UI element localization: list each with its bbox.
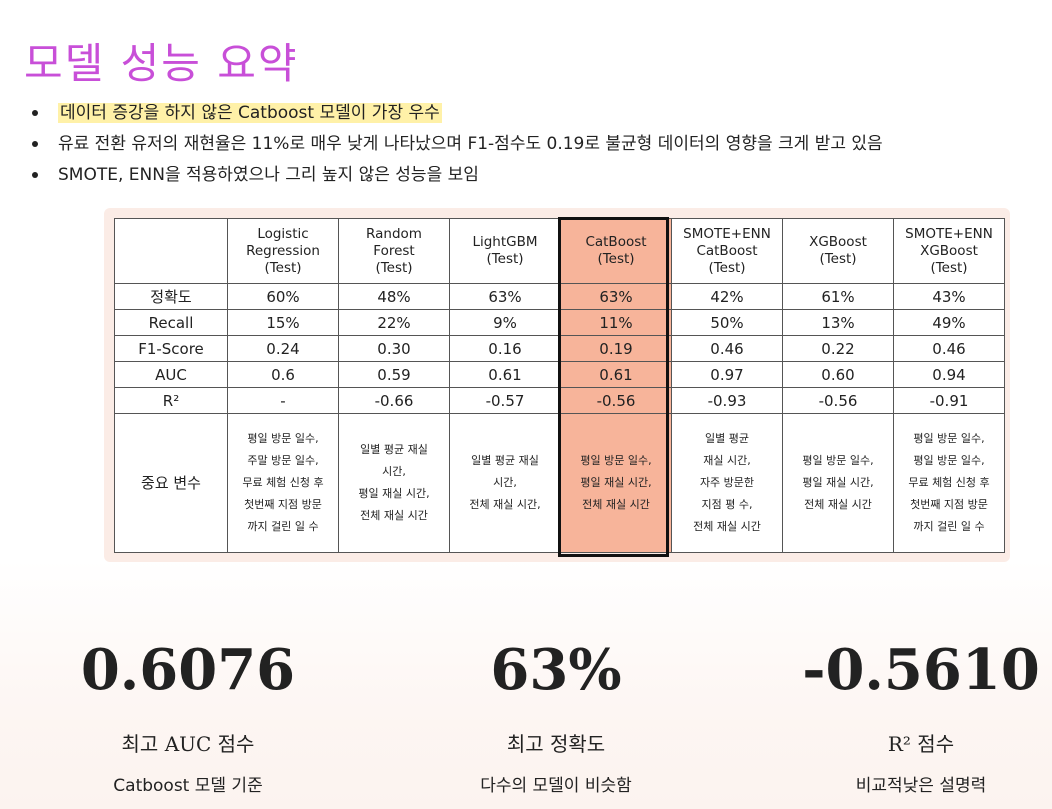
table-cell: 0.16 xyxy=(449,335,561,362)
bullet-item: 데이터 증강을 하지 않은 Catboost 모델이 가장 우수 xyxy=(30,99,883,130)
table-cell: 43% xyxy=(893,283,1005,310)
table-cell: 0.60 xyxy=(782,361,894,388)
table-cell: 9% xyxy=(449,309,561,336)
stat-label: 최고 AUC 점수 xyxy=(121,732,255,756)
table-cell: 63% xyxy=(449,283,561,310)
table-cell: 일별 평균 재실 시간, 자주 방문한 지점 평 수, 전체 재실 시간 xyxy=(671,413,783,553)
table-cell: 49% xyxy=(893,309,1005,336)
stat-card-accuracy: 63% 최고 정확도 다수의 모델이 비슷함 xyxy=(406,630,706,800)
table-cell-catboost: 0.19 xyxy=(560,335,672,362)
table-cell: 일별 평균 재실 시간, 평일 재실 시간, 전체 재실 시간 xyxy=(338,413,450,553)
table-cell: 0.97 xyxy=(671,361,783,388)
table-cell: 0.61 xyxy=(449,361,561,388)
stat-card-auc: 0.6076 최고 AUC 점수 Catboost 모델 기준 xyxy=(38,630,338,800)
table-cell: 0.24 xyxy=(227,335,339,362)
table-cell-catboost: 63% xyxy=(560,283,672,310)
stat-label: R² 점수 xyxy=(887,732,955,756)
table-cell-catboost: -0.56 xyxy=(560,387,672,414)
table-cell: -0.56 xyxy=(782,387,894,414)
table-cell: -0.93 xyxy=(671,387,783,414)
table-row: R² - -0.66 -0.57 -0.56 -0.93 -0.56 -0.91 xyxy=(114,387,1005,414)
table-cell: 15% xyxy=(227,309,339,336)
table-cell: 일별 평균 재실 시간, 전체 재실 시간, xyxy=(449,413,561,553)
stat-subtext: Catboost 모델 기준 xyxy=(113,776,263,796)
table-row: F1-Score 0.24 0.30 0.16 0.19 0.46 0.22 0… xyxy=(114,335,1005,362)
table-cell: 평일 방문 일수, 주말 방문 일수, 무료 체험 신청 후 첫번째 지점 방문… xyxy=(227,413,339,553)
row-label: 정확도 xyxy=(114,283,228,310)
table-cell: 50% xyxy=(671,309,783,336)
table-cell: 0.22 xyxy=(782,335,894,362)
bullet-text: SMOTE, ENN을 적용하였으나 그리 높지 않은 성능을 보임 xyxy=(58,165,479,185)
summary-bullets: 데이터 증강을 하지 않은 Catboost 모델이 가장 우수 유료 전환 유… xyxy=(30,99,883,192)
table-row: Recall 15% 22% 9% 11% 50% 13% 49% xyxy=(114,309,1005,336)
stat-value: 63% xyxy=(490,637,622,703)
table-cell-catboost: 0.61 xyxy=(560,361,672,388)
row-label: Recall xyxy=(114,309,228,336)
stat-card-r2: -0.5610 R² 점수 비교적낮은 설명력 xyxy=(771,630,1052,800)
table-cell: 0.94 xyxy=(893,361,1005,388)
table-cell-catboost: 평일 방문 일수, 평일 재실 시간, 전체 재실 시간 xyxy=(560,413,672,553)
table-cell: -0.91 xyxy=(893,387,1005,414)
table-header-row: Logistic Regression (Test) Random Forest… xyxy=(114,218,1005,284)
corner-cell xyxy=(114,218,228,284)
column-header: Random Forest (Test) xyxy=(338,218,450,284)
background-glow xyxy=(0,560,1052,809)
stat-subtext: 다수의 모델이 비슷함 xyxy=(480,776,632,796)
row-label: F1-Score xyxy=(114,335,228,362)
table-cell: 0.46 xyxy=(671,335,783,362)
column-header: SMOTE+ENN CatBoost (Test) xyxy=(671,218,783,284)
column-header-catboost: CatBoost (Test) xyxy=(560,218,672,284)
stat-label: 최고 정확도 xyxy=(506,732,606,756)
table-cell: 0.30 xyxy=(338,335,450,362)
table-cell: 60% xyxy=(227,283,339,310)
table-cell: 0.6 xyxy=(227,361,339,388)
important-variables-row: 중요 변수 평일 방문 일수, 주말 방문 일수, 무료 체험 신청 후 첫번째… xyxy=(114,413,1005,553)
table-row: AUC 0.6 0.59 0.61 0.61 0.97 0.60 0.94 xyxy=(114,361,1005,388)
table-cell: 61% xyxy=(782,283,894,310)
row-label: R² xyxy=(114,387,228,414)
table-cell: -0.57 xyxy=(449,387,561,414)
table-cell: 48% xyxy=(338,283,450,310)
table-cell: 평일 방문 일수, 평일 방문 일수, 무료 체험 신청 후 첫번째 지점 방문… xyxy=(893,413,1005,553)
performance-table-panel: Logistic Regression (Test) Random Forest… xyxy=(104,208,1010,562)
table-row: 정확도 60% 48% 63% 63% 42% 61% 43% xyxy=(114,283,1005,310)
table-cell: - xyxy=(227,387,339,414)
column-header: XGBoost (Test) xyxy=(782,218,894,284)
page-title: 모델 성능 요약 xyxy=(24,39,299,89)
table-cell: 0.59 xyxy=(338,361,450,388)
column-header: LightGBM (Test) xyxy=(449,218,561,284)
stat-value: 0.6076 xyxy=(80,637,296,703)
bullet-item: SMOTE, ENN을 적용하였으나 그리 높지 않은 성능을 보임 xyxy=(30,161,883,192)
stat-subtext: 비교적낮은 설명력 xyxy=(855,776,987,796)
table-cell: 22% xyxy=(338,309,450,336)
table-cell: -0.66 xyxy=(338,387,450,414)
table-cell: 42% xyxy=(671,283,783,310)
bullet-text: 유료 전환 유저의 재현율은 11%로 매우 낮게 나타났으며 F1-점수도 0… xyxy=(58,134,883,154)
table-cell-catboost: 11% xyxy=(560,309,672,336)
highlighted-bullet-text: 데이터 증강을 하지 않은 Catboost 모델이 가장 우수 xyxy=(58,103,442,123)
performance-table: Logistic Regression (Test) Random Forest… xyxy=(114,218,1005,553)
column-header: Logistic Regression (Test) xyxy=(227,218,339,284)
table-cell: 0.46 xyxy=(893,335,1005,362)
bullet-item: 유료 전환 유저의 재현율은 11%로 매우 낮게 나타났으며 F1-점수도 0… xyxy=(30,130,883,161)
column-header: SMOTE+ENN XGBoost (Test) xyxy=(893,218,1005,284)
row-label: 중요 변수 xyxy=(114,413,228,553)
table-cell: 13% xyxy=(782,309,894,336)
table-cell: 평일 방문 일수, 평일 재실 시간, 전체 재실 시간 xyxy=(782,413,894,553)
stat-value: -0.5610 xyxy=(802,637,1040,703)
row-label: AUC xyxy=(114,361,228,388)
stats-section: 0.6076 최고 AUC 점수 Catboost 모델 기준 63% 최고 정… xyxy=(0,630,1052,809)
